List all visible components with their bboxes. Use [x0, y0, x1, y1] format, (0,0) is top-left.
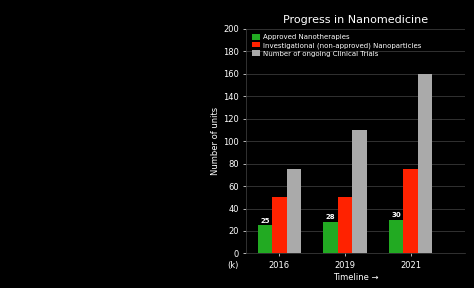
- Bar: [389, 220, 403, 253]
- Bar: [403, 169, 418, 253]
- Bar: [287, 169, 301, 253]
- Bar: [258, 225, 272, 253]
- Text: (k): (k): [228, 261, 239, 270]
- Bar: [352, 130, 367, 253]
- X-axis label: Timeline →: Timeline →: [333, 273, 378, 282]
- Text: 30: 30: [392, 212, 401, 218]
- Legend: Approved Nanotherapies, Investigational (non-approved) Nanoparticles, Number of : Approved Nanotherapies, Investigational …: [250, 32, 424, 59]
- Title: Progress in Nanomedicine: Progress in Nanomedicine: [283, 15, 428, 25]
- Bar: [418, 74, 432, 253]
- Text: 28: 28: [326, 214, 336, 220]
- Bar: [272, 197, 287, 253]
- Text: 25: 25: [260, 218, 270, 224]
- Bar: [338, 197, 352, 253]
- Bar: [323, 222, 338, 253]
- Y-axis label: Number of units: Number of units: [211, 107, 220, 175]
